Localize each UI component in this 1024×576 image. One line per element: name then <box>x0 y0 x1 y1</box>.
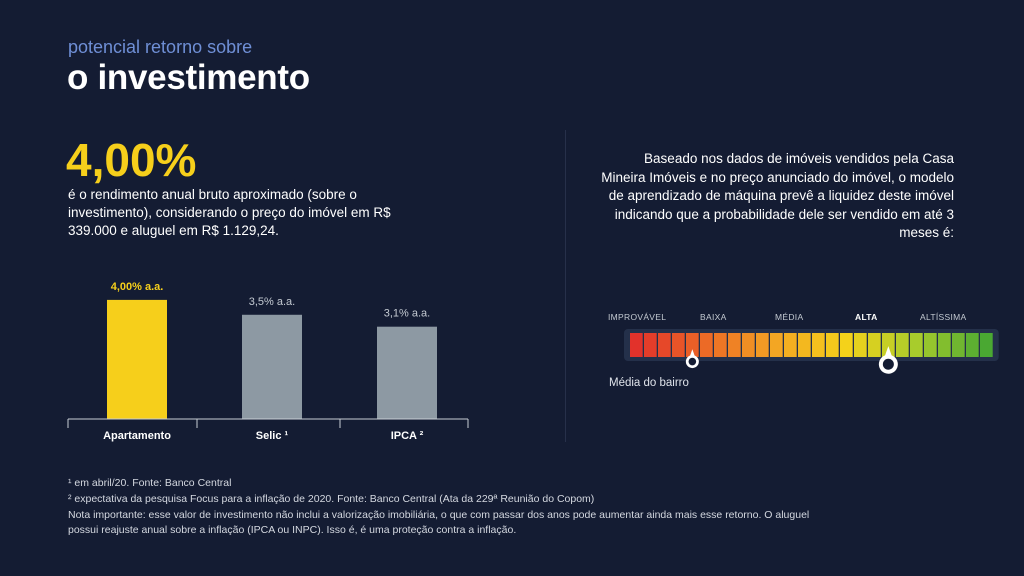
neighborhood-average-label: Média do bairro <box>609 377 689 389</box>
gauge-segment <box>672 333 685 357</box>
gauge-segment <box>714 333 727 357</box>
gauge-segment <box>658 333 671 357</box>
category-label-2: IPCA ² <box>391 430 424 442</box>
bar-2 <box>377 326 437 419</box>
category-label-0: Apartamento <box>103 430 171 442</box>
gauge-segment <box>882 333 895 357</box>
level-label-3: ALTA <box>855 312 878 322</box>
gauge-segment <box>644 333 657 357</box>
liquidity-description: Baseado nos dados de imóveis vendidos pe… <box>601 151 954 240</box>
gauge-segment <box>896 333 909 357</box>
gauge-segment <box>756 333 769 357</box>
bar-1 <box>242 314 302 419</box>
bar-0 <box>107 299 167 419</box>
liquidity-gauge: IMPROVÁVEL BAIXA MÉDIA ALTA ALTÍSSIMA <box>608 312 999 374</box>
gauge-segment <box>910 333 923 357</box>
return-description: é o rendimento anual bruto aproximado (s… <box>68 187 391 238</box>
gauge-segment <box>966 333 979 357</box>
bar-value-label-2: 3,1% a.a. <box>384 308 430 320</box>
footnote-note: Nota importante: esse valor de investime… <box>68 508 810 537</box>
gauge-segment <box>952 333 965 357</box>
gauge-segment <box>742 333 755 357</box>
gauge-segment <box>784 333 797 357</box>
level-label-4: ALTÍSSIMA <box>920 312 967 322</box>
footnotes: ¹ em abril/20. Fonte: Banco Central ² ex… <box>68 476 828 539</box>
gauge-segment <box>700 333 713 357</box>
neighborhood-marker <box>685 349 699 369</box>
page-subtitle: potencial retorno sobre <box>68 37 253 57</box>
gauge-segment <box>980 333 993 357</box>
footnote-2: ² expectativa da pesquisa Focus para a i… <box>68 492 595 505</box>
gauge-segment <box>630 333 643 357</box>
gauge-segment <box>812 333 825 357</box>
gauge-segment <box>924 333 937 357</box>
gauge-segment <box>770 333 783 357</box>
category-label-1: Selic ¹ <box>256 430 289 442</box>
property-marker <box>878 346 898 374</box>
bar-value-label-0: 4,00% a.a. <box>111 281 164 293</box>
section-divider <box>565 130 566 442</box>
level-label-2: MÉDIA <box>775 312 803 322</box>
gauge-segment <box>798 333 811 357</box>
return-bar-chart: 4,00% a.a. Apartamento 3,5% a.a. Selic ¹ 3,1… <box>67 281 469 442</box>
gauge-segment <box>686 333 699 357</box>
level-label-0: IMPROVÁVEL <box>608 312 666 322</box>
level-label-1: BAIXA <box>700 312 727 322</box>
gauge-segment <box>938 333 951 357</box>
gauge-segment <box>728 333 741 357</box>
return-value: 4,00% <box>66 134 197 186</box>
page-title: o investimento <box>67 58 310 97</box>
gauge-segment <box>854 333 867 357</box>
footnote-1: ¹ em abril/20. Fonte: Banco Central <box>68 477 232 489</box>
gauge-segment <box>840 333 853 357</box>
gauge-segment <box>868 333 881 357</box>
gauge-segment <box>826 333 839 357</box>
bar-value-label-1: 3,5% a.a. <box>249 296 295 308</box>
